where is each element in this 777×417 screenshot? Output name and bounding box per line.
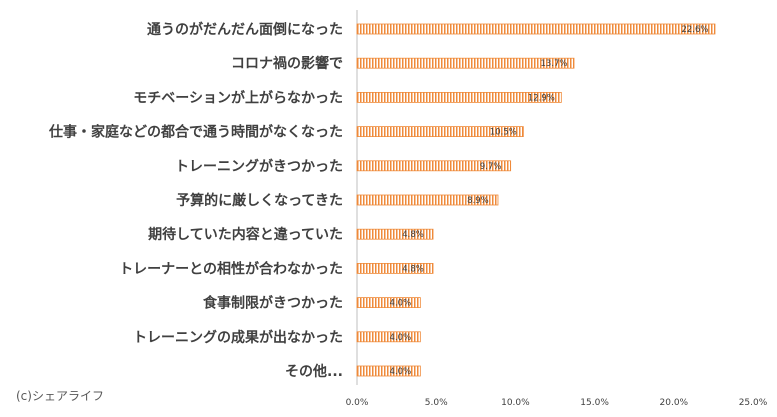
bar: [356, 331, 421, 343]
x-tick-label: 5.0%: [425, 398, 448, 408]
data-labels: 22.6% 13.7% 12.9% 10.5% 9.7% 8.9% 4.8% 4.8% 4.0%…: [390, 25, 709, 377]
category-label: 通うのがだんだん面倒になった: [147, 21, 343, 38]
bar: [356, 365, 421, 377]
x-tick-label: 0.0%: [346, 398, 369, 408]
x-tick-label: 10.0%: [501, 398, 530, 408]
category-label: トレーニングの成果が出なかった: [133, 329, 343, 346]
data-label: 9.7%: [480, 162, 502, 172]
data-label: 4.0%: [390, 367, 412, 377]
category-label: トレーナーとの相性が合わなかった: [119, 260, 343, 277]
category-label: 食事制限がきつかった: [203, 295, 343, 312]
data-label: 4.8%: [402, 264, 424, 274]
category-label: 仕事・家庭などの都合で通う時間がなくなった: [48, 124, 343, 141]
data-label: 8.9%: [467, 196, 489, 206]
category-label: コロナ禍の影響で: [231, 55, 343, 72]
bar: [356, 126, 524, 137]
data-label: 12.9%: [528, 93, 555, 103]
bars-group: [356, 23, 716, 377]
bar: [356, 228, 434, 240]
data-label: 22.6%: [681, 25, 708, 35]
x-tick-label: 15.0%: [580, 398, 609, 408]
x-tick-label: 25.0%: [739, 398, 768, 408]
data-label: 13.7%: [541, 59, 568, 69]
x-tick-label: 20.0%: [660, 398, 689, 408]
data-label: 4.8%: [402, 230, 424, 240]
category-labels: 通うのがだんだん面倒になったコロナ禍の影響でモチベーションが上がらなかった仕事・…: [48, 21, 343, 380]
bar: [356, 92, 562, 103]
category-label: その他...: [285, 363, 343, 380]
bar: [356, 23, 716, 35]
bar: [356, 160, 512, 172]
bar: [356, 57, 575, 69]
category-label: モチベーションが上がらなかった: [133, 89, 343, 106]
credit-text: (c)シェアライフ: [16, 389, 104, 403]
data-label: 4.0%: [390, 333, 412, 343]
category-label: 予算的に厳しくなってきた: [176, 192, 343, 209]
bar: [356, 262, 434, 274]
data-label: 10.5%: [490, 128, 517, 138]
bar: [356, 194, 499, 206]
category-label: 期待していた内容と違っていた: [148, 226, 343, 243]
category-label: トレーニングがきつかった: [175, 158, 343, 175]
data-label: 4.0%: [390, 299, 412, 309]
bar: [356, 297, 421, 309]
x-tick-labels: 0.0% 5.0% 10.0% 15.0% 20.0% 25.0%: [346, 398, 768, 408]
